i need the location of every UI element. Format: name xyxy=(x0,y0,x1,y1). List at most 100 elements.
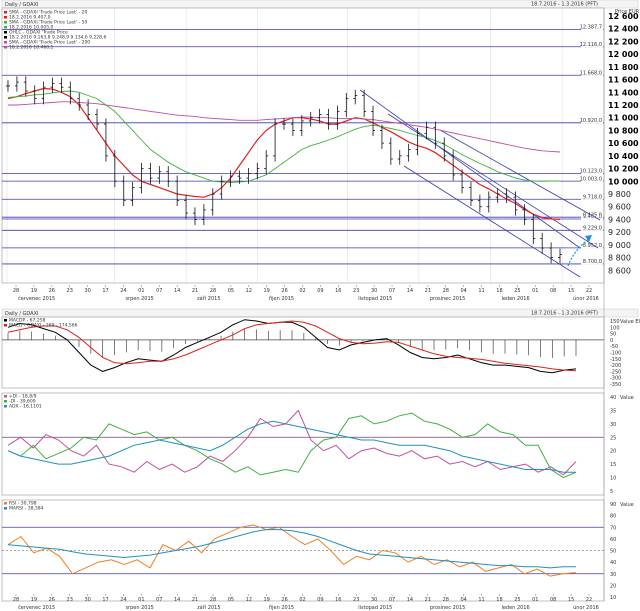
bottom-x-month-label: leden 2016 xyxy=(501,605,529,611)
ind-legend-swatch-3 xyxy=(4,507,7,510)
main-legend-item: OHLC - GDAXI 'Trade Price xyxy=(9,30,68,36)
ind-tick-label-3: 30 xyxy=(610,572,616,578)
price-tick-label: 11 200 xyxy=(608,101,639,110)
ind-tick-label-3: 20 xyxy=(610,583,616,589)
ind-tick-label-1: -150 xyxy=(610,357,621,363)
bottom-x-month-label: prosinec 2015 xyxy=(430,605,465,611)
level-label: 10.920,0 xyxy=(580,118,602,124)
bottom-x-tick-label: 28 xyxy=(210,597,216,603)
price-tick-label: 9 200 xyxy=(608,228,631,237)
ind-legend-swatch-2 xyxy=(4,400,7,403)
ind-tick-label-1: 150 xyxy=(610,319,620,325)
bottom-x-tick-label: 30 xyxy=(371,597,377,603)
ind-legend-swatch-1 xyxy=(4,319,7,322)
bottom-x-tick-label: 23 xyxy=(353,597,359,603)
ind-tick-label-2: 30 xyxy=(610,422,616,428)
main-legend-item: 18.2.2016 10.460,1 xyxy=(9,45,54,51)
ind-tick-label-3: 10 xyxy=(610,595,616,601)
price-tick-label: 12 600 xyxy=(608,12,639,21)
ind-legend-swatch-3 xyxy=(4,502,7,505)
ind-series-3-1 xyxy=(7,529,576,569)
main-date-range: 18.7.2016 - 1.3.2016 (PFT) xyxy=(531,2,598,8)
ind-series-2-2 xyxy=(7,420,576,473)
ind-legend-item-2: ADX - 16,1101 xyxy=(9,404,42,410)
level-label: 12.387,7 xyxy=(580,25,602,31)
ind-tick-label-1: 100 xyxy=(610,325,620,331)
bottom-x-tick-label: 04 xyxy=(460,597,466,603)
bottom-x-tick-label: 01 xyxy=(138,597,144,603)
price-tick-label: 12 000 xyxy=(608,50,639,59)
main-x-tick-label: 07 xyxy=(389,288,395,294)
main-x-month-label: červenec 2015 xyxy=(18,295,55,302)
bottom-x-month-label: září 2015 xyxy=(197,604,220,611)
ind-legend-swatch-2 xyxy=(4,395,7,398)
price-tick-label: 8 600 xyxy=(608,266,631,275)
main-x-month-label: září 2015 xyxy=(197,295,220,302)
level-label: 10.123,0 xyxy=(580,169,602,175)
main-x-tick-label: 30 xyxy=(84,288,90,294)
bottom-x-tick-label: 28 xyxy=(13,597,19,603)
main-legend-item: SMA - GDAXI 'Trade Price Last' - 50 xyxy=(9,20,87,26)
level-label: 8.700,0 xyxy=(583,259,602,265)
bottom-x-tick-label: 24 xyxy=(120,597,126,603)
level-label: 9.718,0 xyxy=(583,194,602,200)
main-x-tick-label: 21 xyxy=(192,288,198,294)
main-legend-item: SMA - GDAXI 'Trade Price Last' - 200 xyxy=(9,40,90,46)
main-x-tick-label: 12 xyxy=(246,288,252,294)
forecast-arrow xyxy=(567,237,591,267)
ind-legend-item-2: -DI - 39,609 xyxy=(9,399,36,405)
main-x-tick-label: 04 xyxy=(460,288,466,294)
main-x-tick-label: 23 xyxy=(353,288,359,294)
main-x-tick-label: 23 xyxy=(67,288,73,294)
bottom-x-tick-label: 08 xyxy=(550,597,556,603)
bottom-x-tick-label: 19 xyxy=(264,597,270,603)
main-x-tick-label: 19 xyxy=(264,288,270,294)
level-label-bg xyxy=(581,176,603,182)
ind-series-2-1 xyxy=(7,412,577,479)
main-x-tick-label: 08 xyxy=(550,288,556,294)
main-x-month-label: únor 2016 xyxy=(573,295,599,302)
main-x-tick-label: 11 xyxy=(478,288,484,294)
price-tick-label: 10 600 xyxy=(608,139,639,148)
main-legend-swatch xyxy=(4,16,7,19)
main-x-tick-label: 01 xyxy=(138,288,144,294)
ind-legend-swatch-2 xyxy=(4,405,7,408)
ind-axis-label-3: Value xyxy=(620,502,634,508)
bottom-x-month-label: říjen 2015 xyxy=(269,604,294,611)
bottom-x-tick-label: 22 xyxy=(586,597,592,603)
main-x-tick-label: 21 xyxy=(425,288,431,294)
bottom-x-month-label: červenec 2015 xyxy=(18,604,55,611)
ind-tick-label-1: -250 xyxy=(610,369,621,375)
bottom-x-tick-label: 09 xyxy=(317,597,323,603)
level-label: 11.668,0 xyxy=(580,70,602,76)
macd-date-range: 18.7.2016 - 1.3.2016 (PFT) xyxy=(531,311,598,317)
price-tick-label: 10 400 xyxy=(608,152,639,161)
ind-axis-label-1: Value EUR xyxy=(620,319,640,325)
main-x-tick-label: 02 xyxy=(299,288,305,294)
price-tick-label: 9 000 xyxy=(608,241,631,250)
main-x-tick-label: 28 xyxy=(443,288,449,294)
price-tick-label: 10 200 xyxy=(608,165,639,174)
level-label-bg xyxy=(581,168,603,174)
main-x-month-label: srpen 2015 xyxy=(125,296,153,302)
main-x-tick-label: 15 xyxy=(568,288,574,294)
main-legend-swatch xyxy=(4,46,7,49)
main-x-month-label: leden 2016 xyxy=(501,296,529,302)
trend-channel-line xyxy=(359,89,581,249)
ind-tick-label-3: 60 xyxy=(610,537,616,543)
level-label: 8.952,0 xyxy=(583,243,602,249)
level-label: 9.407,0 xyxy=(583,214,602,220)
price-tick-label: 9 400 xyxy=(608,215,631,224)
ind-tick-label-3: 80 xyxy=(610,514,616,520)
ind-tick-label-1: -200 xyxy=(610,363,621,369)
bottom-x-tick-label: 07 xyxy=(156,597,162,603)
ind-tick-label-2: 35 xyxy=(610,408,616,414)
panel-frame-2 xyxy=(1,392,605,496)
ind-tick-label-1: -50 xyxy=(610,344,618,350)
price-tick-label: 8 800 xyxy=(608,254,631,263)
ind-tick-label-2: 10 xyxy=(610,476,616,482)
main-legend-swatch xyxy=(4,26,7,29)
main-x-month-label: prosinec 2015 xyxy=(430,296,465,302)
